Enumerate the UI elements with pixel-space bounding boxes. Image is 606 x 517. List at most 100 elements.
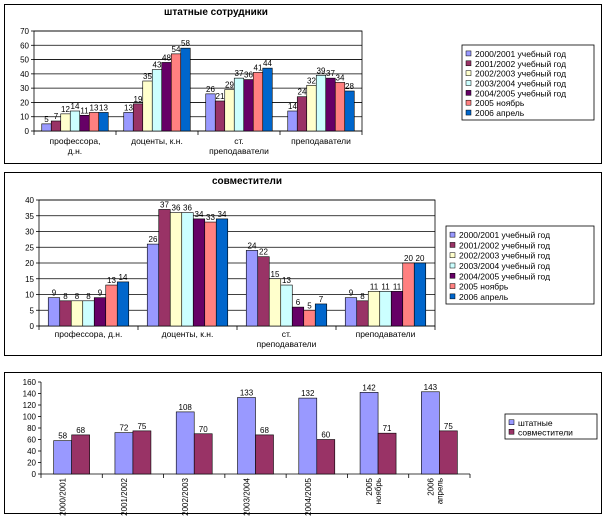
bar: [224, 89, 235, 132]
legend-label: 2000/2001 учебный год: [459, 230, 550, 240]
data-label: 19: [134, 95, 143, 104]
legend-label: 2005 ноябрь: [459, 282, 509, 292]
legend-label: 2001/2002 учебный год: [459, 240, 550, 250]
bar: [105, 284, 118, 327]
y-tick-label: 60: [20, 41, 29, 50]
legend-label: 2005 ноябрь: [475, 98, 525, 108]
legend-swatch: [465, 60, 472, 67]
legend-swatch: [449, 252, 456, 258]
bar: [47, 297, 61, 327]
data-label: 24: [298, 88, 307, 97]
legend-swatch: [449, 273, 456, 279]
legend-swatch: [449, 293, 456, 300]
chart-title: совместители: [212, 176, 282, 187]
data-label: 34: [218, 210, 227, 219]
data-label: 35: [143, 72, 152, 81]
bar: [316, 439, 336, 475]
data-label: 142: [362, 383, 376, 392]
bar: [70, 300, 84, 327]
data-label: 13: [124, 103, 133, 112]
category-label: 2004/2005: [304, 477, 313, 515]
data-label: 36: [244, 71, 253, 80]
data-label: 108: [179, 403, 193, 412]
y-tick-label: 80: [27, 424, 36, 433]
bar: [280, 284, 293, 327]
data-label: 143: [424, 383, 438, 392]
bar: [50, 120, 62, 132]
legend-swatch: [465, 109, 472, 116]
data-label: 11: [80, 106, 89, 115]
bar: [88, 112, 100, 132]
data-label: 14: [71, 102, 80, 111]
y-tick-label: 0: [25, 127, 30, 136]
bar: [146, 243, 160, 327]
legend-swatch: [508, 419, 515, 425]
legend-label: 2002/2003 учебный год: [459, 251, 550, 261]
y-tick-label: 40: [27, 447, 36, 456]
bar: [71, 434, 90, 475]
data-label: 37: [160, 200, 169, 209]
bar: [303, 309, 316, 327]
legend-swatch: [465, 80, 472, 86]
bar: [356, 300, 369, 327]
category-label: преподаватели: [356, 329, 416, 339]
legend-label: 2004/2005 учебный год: [459, 271, 550, 281]
bar: [377, 432, 397, 475]
legend-swatch: [465, 90, 472, 96]
data-label: 13: [90, 103, 99, 112]
data-label: 26: [206, 85, 215, 94]
bar: [114, 432, 134, 475]
y-tick-label: 40: [25, 196, 34, 205]
data-label: 14: [288, 102, 297, 111]
bar: [334, 82, 346, 132]
data-label: 132: [301, 389, 315, 398]
data-label: 37: [326, 69, 335, 78]
data-label: 60: [321, 431, 330, 440]
data-label: 75: [137, 422, 146, 431]
bar: [132, 103, 144, 132]
category-label: ст.: [282, 329, 292, 339]
bar: [296, 96, 308, 132]
bar: [142, 80, 153, 132]
data-label: 29: [225, 81, 234, 90]
bar: [344, 90, 355, 132]
bar: [170, 53, 182, 132]
bar: [237, 397, 256, 475]
category-label: 2001/2002: [120, 477, 129, 515]
y-tick-label: 30: [20, 84, 29, 93]
bar: [344, 297, 358, 327]
data-label: 11: [381, 282, 390, 291]
bar: [262, 67, 273, 132]
data-label: 9: [98, 289, 103, 298]
data-label: 28: [345, 82, 354, 91]
data-label: 70: [199, 425, 208, 434]
data-label: 36: [183, 204, 192, 213]
bar: [181, 212, 194, 327]
bar: [59, 300, 72, 327]
bar: [41, 123, 52, 132]
legend-label: 2002/2003 учебный год: [475, 69, 566, 79]
legend-swatch: [449, 231, 456, 238]
data-label: 41: [254, 63, 263, 72]
bar: [116, 281, 130, 327]
y-tick-label: 120: [23, 401, 37, 410]
data-label: 12: [61, 105, 70, 114]
bar: [379, 291, 392, 327]
data-label: 24: [248, 241, 257, 250]
chart-title: штатные сотрудники: [164, 7, 268, 18]
category-label: 2006: [426, 477, 435, 495]
y-tick-label: 0: [30, 322, 35, 331]
bar: [69, 110, 81, 132]
bar: [193, 433, 213, 475]
y-tick-label: 20: [27, 459, 36, 468]
bar: [93, 297, 107, 327]
bar: [192, 218, 206, 327]
data-label: 13: [99, 103, 108, 112]
legend-box: [445, 225, 595, 305]
y-tick-label: 15: [25, 275, 34, 284]
legend-label: 2000/2001 учебный год: [475, 49, 566, 59]
data-label: 43: [153, 61, 162, 70]
y-tick-label: 25: [25, 243, 34, 252]
